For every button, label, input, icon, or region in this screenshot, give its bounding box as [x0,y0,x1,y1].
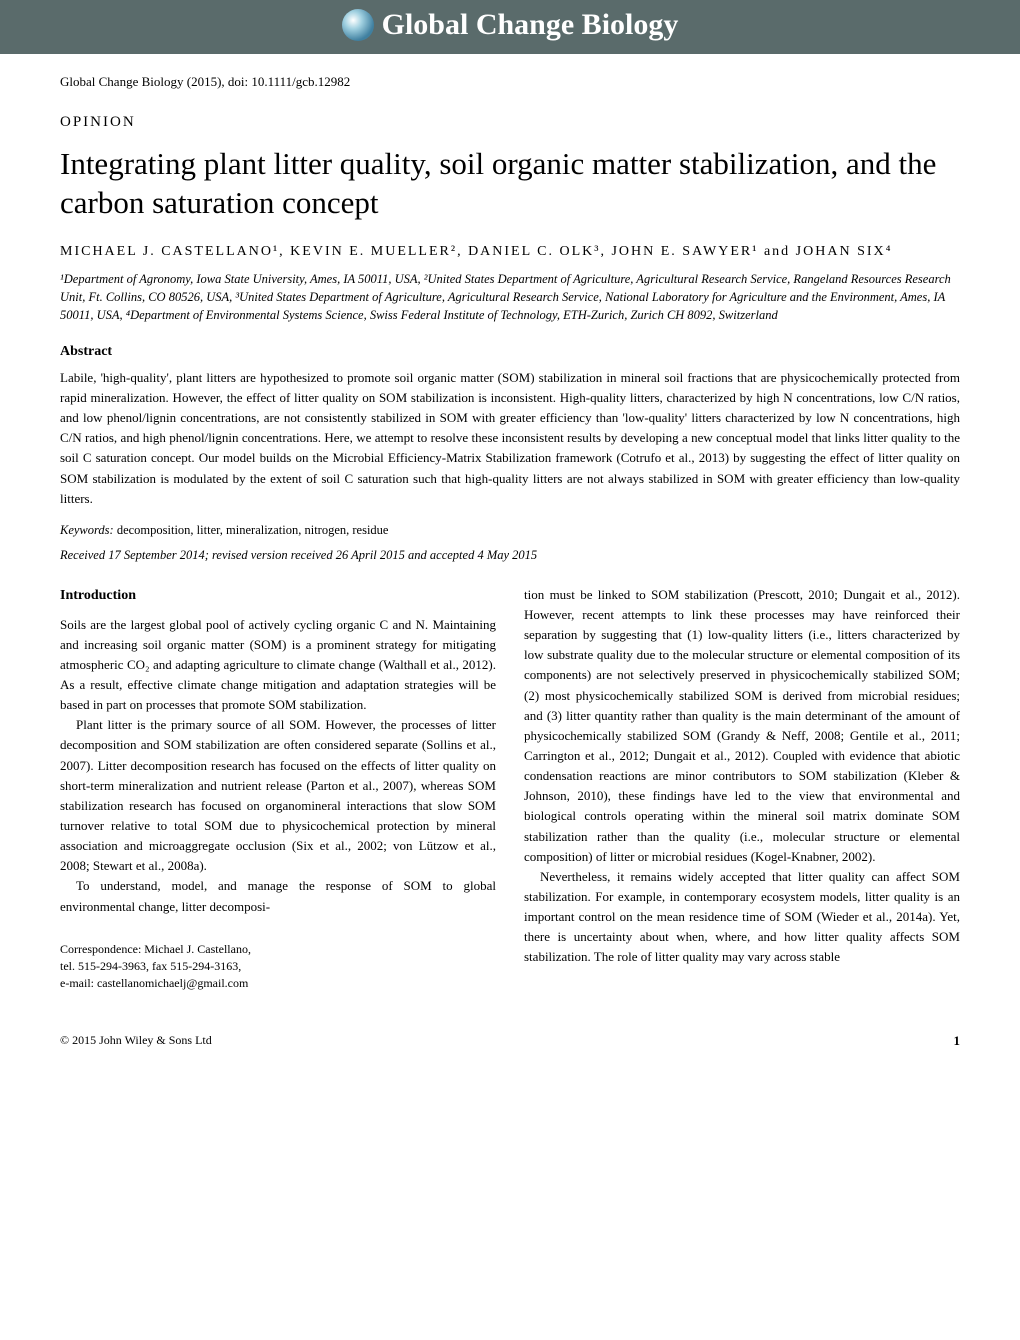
page-footer: © 2015 John Wiley & Sons Ltd 1 [0,1033,1020,1069]
earth-icon [342,9,374,41]
correspondence-phone: tel. 515-294-3963, fax 515-294-3163, [60,958,496,975]
keywords-text: decomposition, litter, mineralization, n… [114,523,389,537]
introduction-heading: Introduction [60,585,496,607]
page-number: 1 [954,1033,961,1049]
left-column: Introduction Soils are the largest globa… [60,585,496,993]
abstract-text: Labile, 'high-quality', plant litters ar… [60,368,960,509]
right-column: tion must be linked to SOM stabilization… [524,585,960,993]
correspondence-name: Correspondence: Michael J. Castellano, [60,941,496,958]
abstract-heading: Abstract [60,344,960,360]
body-columns: Introduction Soils are the largest globa… [60,585,960,993]
article-type: OPINION [60,114,960,131]
journal-banner: Global Change Biology [0,0,1020,54]
author-list: MICHAEL J. CASTELLANO¹, KEVIN E. MUELLER… [60,241,960,262]
main-content: Global Change Biology (2015), doi: 10.11… [0,54,1020,1033]
correspondence-block: Correspondence: Michael J. Castellano, t… [60,941,496,993]
keywords-label: Keywords: [60,523,114,537]
journal-name: Global Change Biology [382,8,679,42]
citation-line: Global Change Biology (2015), doi: 10.11… [60,74,960,90]
intro-paragraph-1: Soils are the largest global pool of act… [60,615,496,716]
keywords-line: Keywords: decomposition, litter, mineral… [60,523,960,538]
copyright-text: © 2015 John Wiley & Sons Ltd [60,1033,212,1049]
intro-paragraph-3: To understand, model, and manage the res… [60,876,496,916]
right-paragraph-2: Nevertheless, it remains widely accepted… [524,867,960,968]
received-line: Received 17 September 2014; revised vers… [60,548,960,563]
intro-paragraph-2: Plant litter is the primary source of al… [60,715,496,876]
right-paragraph-1: tion must be linked to SOM stabilization… [524,585,960,867]
correspondence-email: e-mail: castellanomichaelj@gmail.com [60,975,496,992]
article-title: Integrating plant litter quality, soil o… [60,145,960,223]
affiliations: ¹Department of Agronomy, Iowa State Univ… [60,270,960,324]
journal-banner-inner: Global Change Biology [342,8,679,42]
